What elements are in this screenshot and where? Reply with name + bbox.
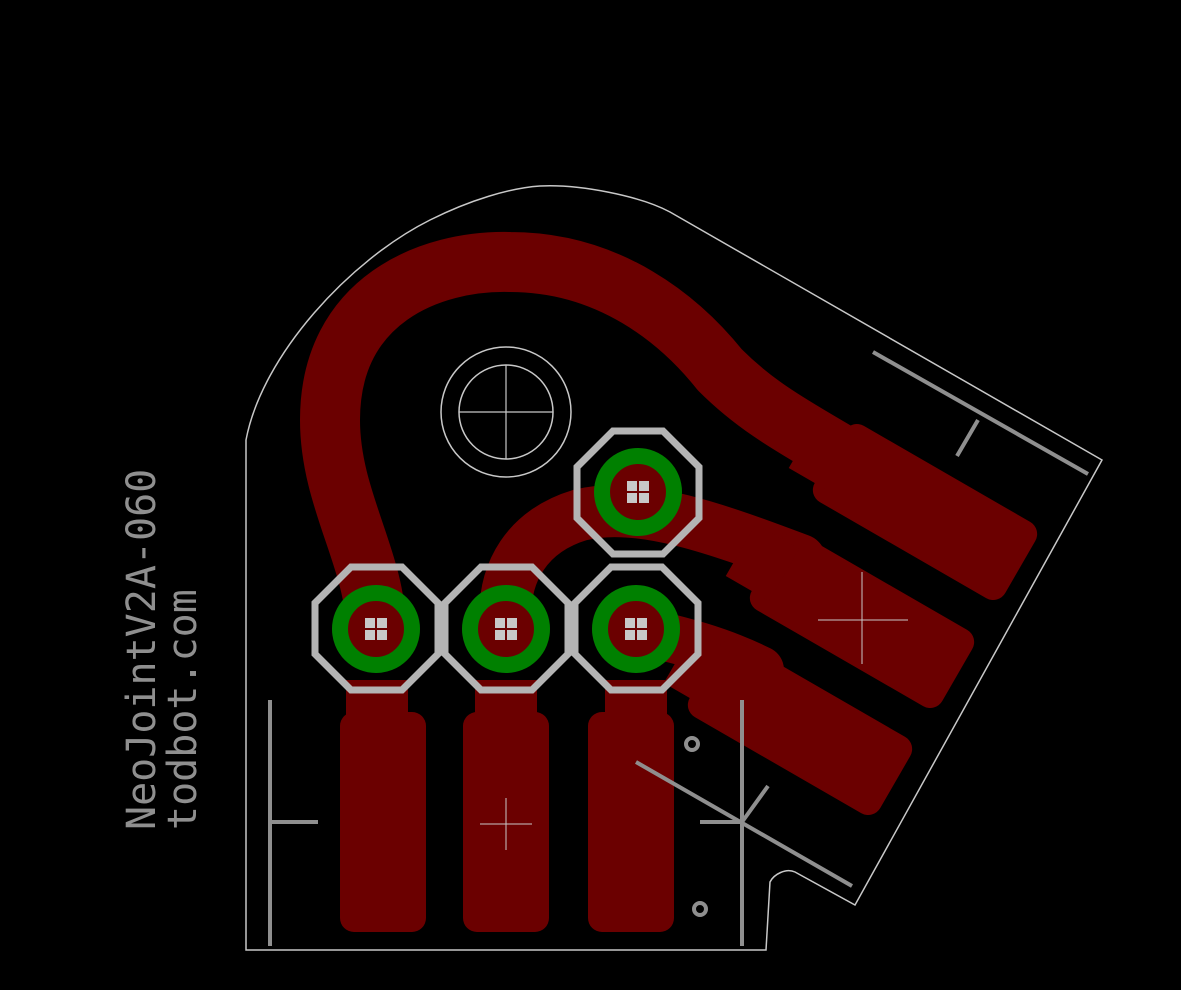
smd-pad [812, 424, 1038, 600]
outer-loop-trace [300, 231, 880, 660]
angled-bracket-bottom [635, 760, 853, 888]
left-bracket [268, 700, 318, 946]
silkscreen-markers [268, 350, 1089, 946]
board-outline [245, 185, 1104, 951]
author-label: todbot.com [160, 589, 206, 830]
pad-neck [725, 524, 800, 601]
mounting-hole [440, 346, 572, 478]
smd-pad [588, 712, 674, 932]
silkscreen-labels: NeoJointV2A-060 todbot.com [119, 469, 206, 830]
pad-left [311, 563, 442, 694]
reference-crosshairs [480, 572, 908, 850]
pad-neck [663, 631, 738, 708]
smd-pads-vertical [340, 680, 674, 932]
smd-pad [687, 639, 913, 815]
fiducials [684, 736, 708, 917]
inner-arc-trace [479, 485, 826, 656]
angled-bracket-top [872, 350, 1089, 476]
pad-neck [788, 416, 863, 493]
pad-right [571, 563, 702, 694]
through-hole-pads [311, 427, 703, 694]
pad-middle [441, 563, 572, 694]
part-name-label: NeoJointV2A-060 [119, 469, 165, 830]
pad-top [573, 427, 703, 558]
smd-pad [340, 712, 426, 932]
